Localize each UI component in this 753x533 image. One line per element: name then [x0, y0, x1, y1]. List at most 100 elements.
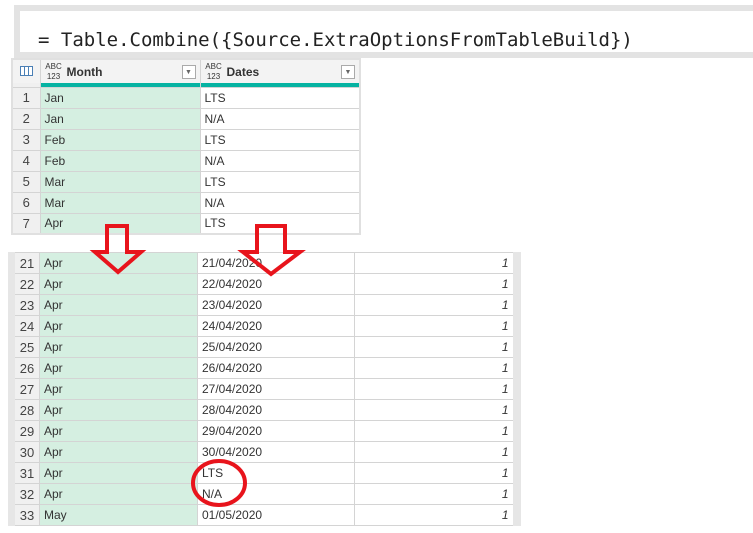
- row-number: 21: [11, 252, 40, 274]
- value-cell[interactable]: 1: [354, 294, 517, 316]
- month-cell[interactable]: Apr: [39, 441, 198, 463]
- month-cell[interactable]: Jan: [39, 86, 201, 109]
- row-number: 33: [11, 504, 40, 526]
- row-number: 23: [11, 294, 40, 316]
- value-cell[interactable]: 1: [354, 462, 517, 484]
- column-header-month[interactable]: ABC 123 Month ▼: [39, 58, 201, 83]
- table-row[interactable]: 32 Apr N/A 1: [11, 483, 517, 505]
- bottom-table: 21 Apr 21/04/2020 1 22 Apr 22/04/2020 1 23 Apr 23/…: [8, 252, 521, 526]
- table-row[interactable]: 29 Apr 29/04/2020 1: [11, 420, 517, 442]
- row-number: 3: [11, 128, 41, 151]
- dates-cell[interactable]: 29/04/2020: [197, 420, 355, 442]
- value-cell[interactable]: 1: [354, 441, 517, 463]
- row-number: 1: [11, 86, 41, 109]
- dates-cell[interactable]: 27/04/2020: [197, 378, 355, 400]
- dates-cell[interactable]: LTS: [199, 86, 361, 109]
- month-cell[interactable]: Apr: [39, 462, 198, 484]
- month-cell[interactable]: Mar: [39, 170, 201, 193]
- row-number: 6: [11, 191, 41, 214]
- value-cell[interactable]: 1: [354, 378, 517, 400]
- table-row[interactable]: 2 Jan N/A: [11, 107, 361, 130]
- table-row[interactable]: 5 Mar LTS: [11, 170, 361, 193]
- month-cell[interactable]: Apr: [39, 252, 198, 274]
- table-row[interactable]: 23 Apr 23/04/2020 1: [11, 294, 517, 316]
- value-cell[interactable]: 1: [354, 420, 517, 442]
- dates-cell[interactable]: LTS: [197, 462, 355, 484]
- row-number: 32: [11, 483, 40, 505]
- table-row[interactable]: 7 Apr LTS: [11, 212, 361, 235]
- filter-dropdown-icon[interactable]: ▼: [181, 64, 196, 79]
- table-row[interactable]: 28 Apr 28/04/2020 1: [11, 399, 517, 421]
- row-number: 7: [11, 212, 41, 235]
- month-cell[interactable]: Apr: [39, 399, 198, 421]
- value-cell[interactable]: 1: [354, 252, 517, 274]
- table-menu-button[interactable]: [11, 58, 41, 83]
- month-cell[interactable]: Feb: [39, 149, 201, 172]
- type-icon: ABC 123: [45, 61, 62, 81]
- row-number: 27: [11, 378, 40, 400]
- value-cell[interactable]: 1: [354, 357, 517, 379]
- table-row[interactable]: 31 Apr LTS 1: [11, 462, 517, 484]
- table-row[interactable]: 33 May 01/05/2020 1: [11, 504, 517, 526]
- type-icon: ABC 123: [205, 61, 222, 81]
- dates-cell[interactable]: LTS: [199, 212, 361, 235]
- month-cell[interactable]: Mar: [39, 191, 201, 214]
- table-row[interactable]: 3 Feb LTS: [11, 128, 361, 151]
- table-row[interactable]: 26 Apr 26/04/2020 1: [11, 357, 517, 379]
- value-cell[interactable]: 1: [354, 336, 517, 358]
- top-table: ABC 123 Month ▼ ABC 123 Dates ▼ 1 Jan LTS 2 Jan N…: [11, 58, 361, 235]
- month-cell[interactable]: Apr: [39, 357, 198, 379]
- value-cell[interactable]: 1: [354, 483, 517, 505]
- month-cell[interactable]: Jan: [39, 107, 201, 130]
- dates-cell[interactable]: 25/04/2020: [197, 336, 355, 358]
- month-cell[interactable]: Feb: [39, 128, 201, 151]
- value-cell[interactable]: 1: [354, 504, 517, 526]
- dates-cell[interactable]: LTS: [199, 128, 361, 151]
- table-row[interactable]: 22 Apr 22/04/2020 1: [11, 273, 517, 295]
- month-cell[interactable]: Apr: [39, 315, 198, 337]
- month-cell[interactable]: May: [39, 504, 198, 526]
- value-cell[interactable]: 1: [354, 399, 517, 421]
- row-number: 28: [11, 399, 40, 421]
- value-cell[interactable]: 1: [354, 315, 517, 337]
- table-row[interactable]: 1 Jan LTS: [11, 86, 361, 109]
- dates-cell[interactable]: N/A: [199, 107, 361, 130]
- table-row[interactable]: 25 Apr 25/04/2020 1: [11, 336, 517, 358]
- dates-cell[interactable]: N/A: [199, 149, 361, 172]
- table-icon: [19, 66, 33, 76]
- dates-cell[interactable]: 26/04/2020: [197, 357, 355, 379]
- row-number: 30: [11, 441, 40, 463]
- dates-cell[interactable]: 23/04/2020: [197, 294, 355, 316]
- dates-cell[interactable]: 30/04/2020: [197, 441, 355, 463]
- formula-bar[interactable]: = Table.Combine({Source.ExtraOptionsFrom…: [14, 5, 753, 58]
- value-cell[interactable]: 1: [354, 273, 517, 295]
- table-row[interactable]: 27 Apr 27/04/2020 1: [11, 378, 517, 400]
- dates-cell[interactable]: LTS: [199, 170, 361, 193]
- dates-cell[interactable]: 01/05/2020: [197, 504, 355, 526]
- table-row[interactable]: 6 Mar N/A: [11, 191, 361, 214]
- table-row[interactable]: 21 Apr 21/04/2020 1: [11, 252, 517, 274]
- month-cell[interactable]: Apr: [39, 483, 198, 505]
- table-row[interactable]: 30 Apr 30/04/2020 1: [11, 441, 517, 463]
- month-cell[interactable]: Apr: [39, 378, 198, 400]
- dates-cell[interactable]: 28/04/2020: [197, 399, 355, 421]
- dates-cell[interactable]: N/A: [197, 483, 355, 505]
- month-cell[interactable]: Apr: [39, 212, 201, 235]
- month-cell[interactable]: Apr: [39, 273, 198, 295]
- row-number: 24: [11, 315, 40, 337]
- dates-cell[interactable]: 24/04/2020: [197, 315, 355, 337]
- table-row[interactable]: 4 Feb N/A: [11, 149, 361, 172]
- row-number: 25: [11, 336, 40, 358]
- row-number: 4: [11, 149, 41, 172]
- dates-cell[interactable]: 21/04/2020: [197, 252, 355, 274]
- table-row[interactable]: 24 Apr 24/04/2020 1: [11, 315, 517, 337]
- formula-text: = Table.Combine({Source.ExtraOptionsFrom…: [38, 29, 633, 51]
- month-cell[interactable]: Apr: [39, 294, 198, 316]
- column-header-dates[interactable]: ABC 123 Dates ▼: [199, 58, 361, 83]
- month-cell[interactable]: Apr: [39, 336, 198, 358]
- dates-cell[interactable]: N/A: [199, 191, 361, 214]
- filter-dropdown-icon[interactable]: ▼: [341, 64, 355, 79]
- row-number: 2: [11, 107, 41, 130]
- month-cell[interactable]: Apr: [39, 420, 198, 442]
- dates-cell[interactable]: 22/04/2020: [197, 273, 355, 295]
